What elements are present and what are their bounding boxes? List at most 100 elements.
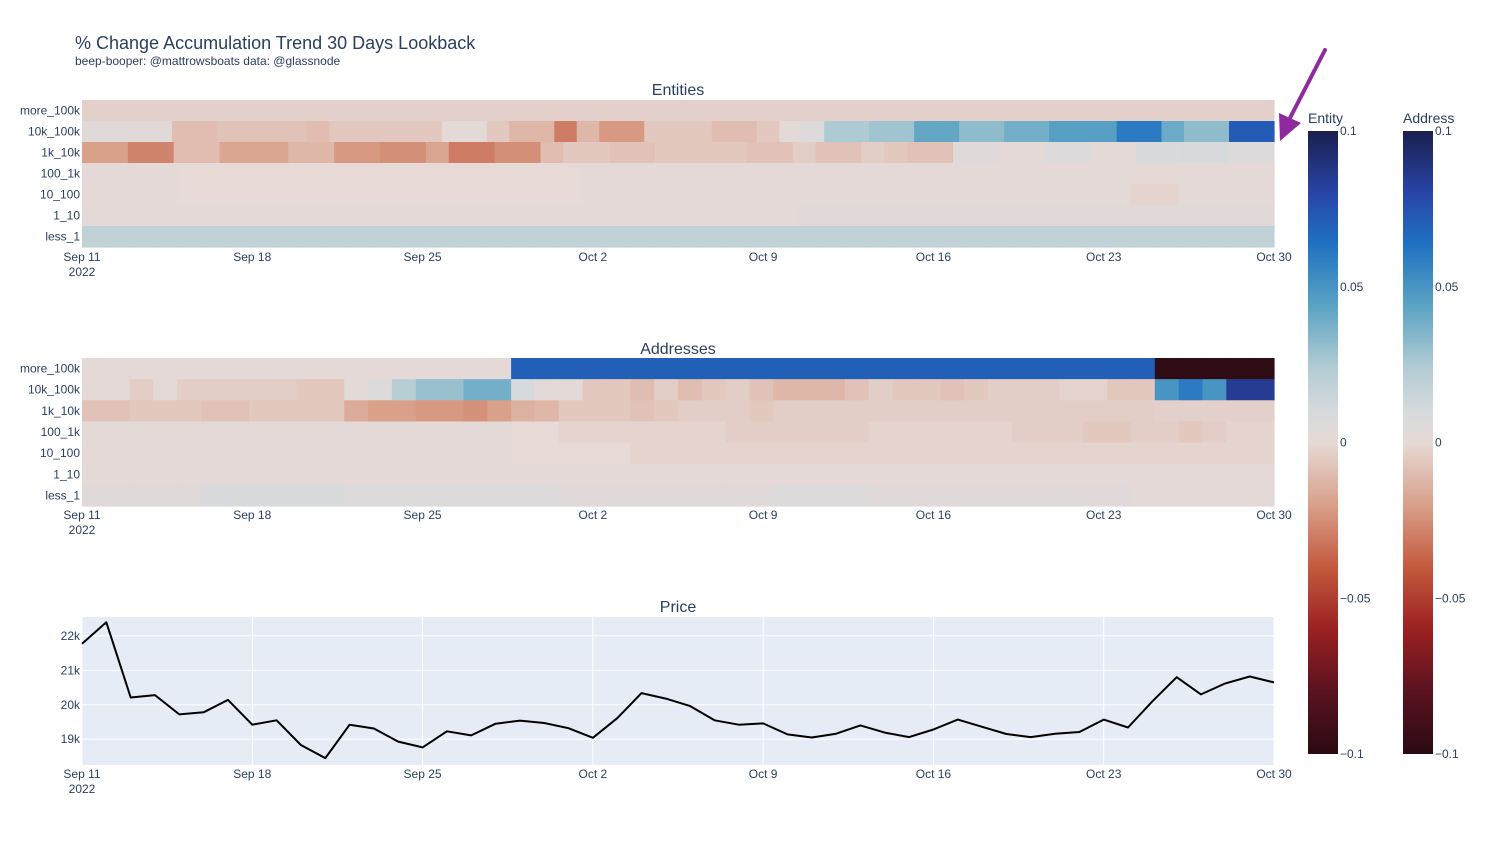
heatmap-cell (558, 358, 584, 380)
heatmap-cell (248, 163, 274, 185)
heatmap-cell (987, 400, 1013, 423)
heatmap-cell (486, 121, 510, 143)
heatmap-cell (998, 142, 1023, 164)
heatmap-cell (844, 463, 870, 486)
heatmap-cell (82, 100, 107, 122)
heatmap-cell (177, 379, 202, 401)
heatmap-cell (439, 205, 465, 227)
heatmap-cell (773, 184, 798, 206)
heatmap-cell (153, 226, 178, 248)
heatmap-cell (534, 484, 560, 507)
heatmap-cell (1226, 379, 1251, 401)
heatmap-cell (749, 184, 774, 206)
heatmap-cell (1226, 358, 1251, 380)
heatmap-cell (1226, 226, 1251, 248)
heatmap-cell (1178, 100, 1204, 122)
heatmap-cell (272, 163, 298, 185)
heatmap-cell (296, 379, 321, 401)
x-tick-label: Oct 30 (1256, 767, 1292, 781)
heatmap-cell (487, 379, 512, 401)
heatmap-cell (606, 100, 631, 122)
heatmap-cell (582, 400, 608, 423)
heatmap-cell (678, 379, 703, 401)
colorbar-ramp (1403, 131, 1433, 754)
heatmap-cell (82, 442, 107, 465)
heatmap-cell (630, 442, 655, 465)
heatmap-cell (844, 421, 870, 444)
heatmap-cell (655, 142, 679, 164)
heatmap-cell (1035, 484, 1061, 507)
heatmap-cell (916, 484, 941, 507)
heatmap-cell (987, 421, 1013, 444)
heatmap-cell (838, 142, 862, 164)
heatmap-cell (844, 379, 870, 401)
heatmap-cell (1130, 226, 1156, 248)
heatmap-cell (105, 100, 131, 122)
heatmap-cell (1202, 163, 1227, 185)
heatmap-cell (104, 142, 129, 164)
heatmap-cell (773, 163, 798, 185)
heatmap-cell (1059, 226, 1084, 248)
heatmap-cell (701, 226, 727, 248)
heatmap-cell (225, 358, 250, 380)
subplot-title: Price (660, 599, 697, 616)
x-tick-label: Oct 9 (749, 767, 778, 781)
heatmap-cell (1226, 205, 1251, 227)
heatmap-cell (916, 442, 941, 465)
heatmap-cell (725, 184, 751, 206)
heatmap-cell (725, 400, 751, 423)
heatmap-cell (987, 484, 1013, 507)
heatmap-cell (654, 400, 679, 423)
heatmap-cell (773, 463, 798, 486)
heatmap-cell (225, 484, 250, 507)
heatmap-cell (916, 421, 941, 444)
heatmap-cell (177, 421, 202, 444)
heatmap-cell (1178, 442, 1204, 465)
heatmap-cell (177, 184, 202, 206)
heatmap-cell (1178, 358, 1204, 380)
heatmap-cell (463, 184, 488, 206)
heatmap-cell (439, 358, 465, 380)
heatmap-cell (1250, 358, 1275, 380)
heatmap-cell (487, 358, 512, 380)
heatmap-cell (1226, 400, 1251, 423)
heatmap-cell (678, 100, 703, 122)
annotation-arrow-head (1279, 113, 1301, 141)
heatmap-cell (916, 184, 941, 206)
heatmap-cell (1130, 463, 1156, 486)
heatmap-cell (654, 163, 679, 185)
heatmap-cell (177, 205, 202, 227)
heatmap-cell (1178, 400, 1204, 423)
heatmap-cell (1083, 226, 1108, 248)
x-tick-label: Oct 16 (916, 767, 952, 781)
heatmap-cell (129, 358, 155, 380)
y-tick-label: 100_1k (41, 167, 81, 181)
heatmap-cell (940, 163, 965, 185)
heatmap-cell (105, 463, 131, 486)
heatmap-cell (320, 379, 345, 401)
heatmap-cell (129, 226, 155, 248)
heatmap-cell (368, 463, 393, 486)
heatmap-cell (511, 463, 536, 486)
heatmap-cell (201, 400, 226, 423)
heatmap-cell (1226, 100, 1251, 122)
heatmap-cell (153, 421, 178, 444)
heatmap-cell (296, 442, 321, 465)
heatmap-cell (487, 226, 512, 248)
heatmap-cell (105, 358, 131, 380)
heatmap-cell (1228, 142, 1252, 164)
heatmap-cell (1011, 205, 1037, 227)
heatmap-cell (815, 142, 840, 164)
heatmap-cell (201, 463, 226, 486)
heatmap-cell (654, 484, 679, 507)
heatmap-cell (415, 100, 441, 122)
heatmap-cell (415, 358, 441, 380)
heatmap-cell (509, 121, 533, 143)
heatmap-cell (173, 142, 198, 164)
heatmap-cell (630, 100, 655, 122)
heatmap-cell (558, 205, 584, 227)
heatmap-cell (153, 163, 178, 185)
heatmap-cell (153, 205, 178, 227)
heatmap-cell (749, 358, 774, 380)
heatmap-cell (1154, 484, 1180, 507)
